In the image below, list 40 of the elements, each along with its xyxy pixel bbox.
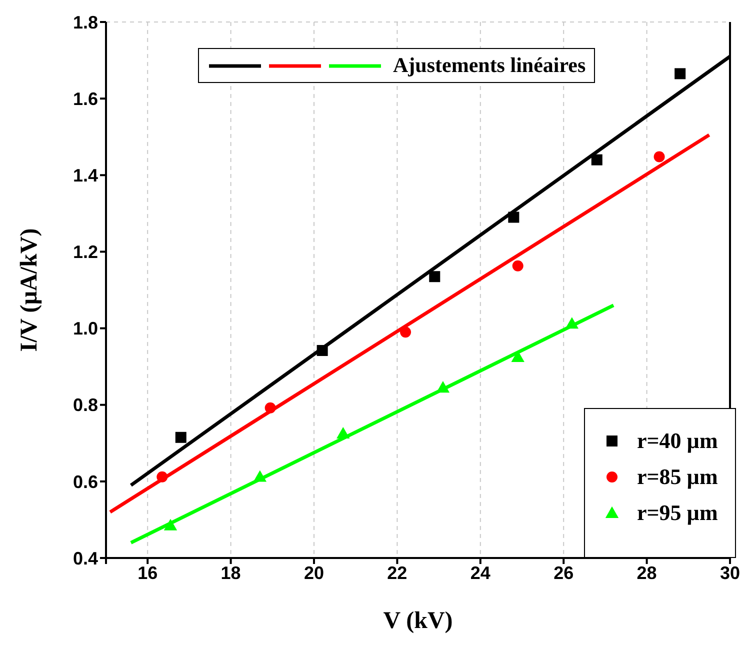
x-tick-label: 26 — [554, 562, 574, 583]
y-tick-label: 1.0 — [72, 318, 98, 339]
point — [336, 426, 350, 439]
point — [400, 326, 412, 338]
y-tick-label: 1.6 — [72, 88, 98, 109]
x-tick-label: 18 — [220, 562, 241, 583]
y-tick-label: 0.6 — [72, 472, 98, 492]
y-tick-label: 1.8 — [72, 12, 98, 32]
point — [565, 317, 579, 329]
point — [156, 471, 168, 482]
x-tick-label: 24 — [470, 562, 490, 583]
x-axis-title: V (kV) — [383, 608, 453, 634]
legend-label: r=85 µm — [637, 464, 718, 490]
fit-legend: Ajustements linéaires — [198, 48, 595, 83]
x-tick-label: 16 — [138, 562, 158, 583]
point — [164, 518, 178, 530]
x-tick-label: 28 — [636, 562, 657, 583]
legend-label: r=40 µm — [637, 428, 718, 454]
y-tick-label: 1.4 — [72, 166, 98, 186]
point — [508, 212, 520, 223]
x-tick-label: 30 — [720, 562, 740, 583]
point — [175, 432, 186, 443]
point — [264, 402, 276, 414]
point — [674, 68, 686, 80]
y-tick-label: 1.2 — [72, 242, 98, 262]
y-tick-label: 0.4 — [72, 548, 98, 568]
y-axis-title: I/V (µA/kV) — [16, 228, 43, 352]
point — [429, 271, 440, 282]
point — [591, 154, 602, 166]
point — [511, 350, 524, 362]
point — [436, 381, 450, 393]
point — [316, 344, 328, 356]
point — [654, 151, 665, 162]
x-tick-label: 20 — [304, 562, 324, 583]
legend-label: r=95 µm — [637, 500, 718, 526]
legend-title: Ajustements linéaires — [393, 53, 586, 78]
point — [253, 470, 267, 482]
y-tick-label: 0.8 — [72, 395, 98, 416]
point — [512, 260, 524, 272]
x-tick-label: 22 — [387, 562, 408, 583]
